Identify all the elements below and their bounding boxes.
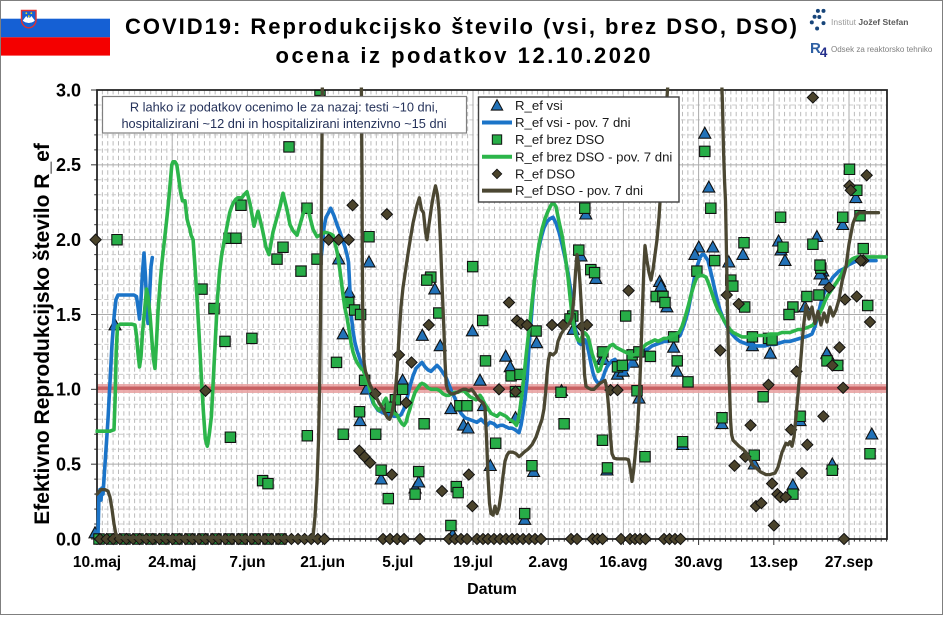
svg-text:5.jul: 5.jul — [382, 554, 413, 571]
svg-text:0.5: 0.5 — [56, 455, 81, 475]
svg-text:R4: R4 — [810, 40, 828, 60]
svg-text:R_ef brez DSO - pov. 7 dni: R_ef brez DSO - pov. 7 dni — [515, 149, 672, 164]
svg-text:13.sep: 13.sep — [750, 554, 798, 571]
svg-text:2.0: 2.0 — [56, 230, 81, 250]
svg-text:Efektivno Reprodukcijsko števi: Efektivno Reprodukcijsko število R_ef — [31, 142, 54, 525]
svg-text:Datum: Datum — [467, 581, 517, 598]
svg-text:R_ef DSO: R_ef DSO — [515, 166, 575, 181]
svg-text:10.maj: 10.maj — [73, 554, 121, 571]
svg-text:19.jul: 19.jul — [453, 554, 493, 571]
svg-text:2.avg: 2.avg — [528, 554, 568, 571]
svg-text:0.0: 0.0 — [56, 529, 81, 549]
svg-text:2.5: 2.5 — [56, 155, 81, 175]
svg-text:3.0: 3.0 — [56, 80, 81, 100]
svg-text:R_ef vsi - pov. 7 dni: R_ef vsi - pov. 7 dni — [515, 115, 631, 130]
svg-text:Institut Jožef Stefan: Institut Jožef Stefan — [831, 17, 908, 27]
svg-text:7.jun: 7.jun — [229, 554, 265, 571]
svg-text:30.avg: 30.avg — [674, 554, 722, 571]
svg-text:hospitalizirani ~12 dni in hos: hospitalizirani ~12 dni in hospitalizira… — [121, 116, 446, 131]
svg-text:1.5: 1.5 — [56, 305, 81, 325]
svg-text:R_ef vsi: R_ef vsi — [515, 98, 563, 113]
svg-text:R_ef DSO - pov. 7 dni: R_ef DSO - pov. 7 dni — [515, 183, 643, 198]
svg-text:1.0: 1.0 — [56, 380, 81, 400]
svg-text:16.avg: 16.avg — [599, 554, 647, 571]
svg-text:24.maj: 24.maj — [148, 554, 196, 571]
svg-text:21.jun: 21.jun — [300, 554, 345, 571]
svg-text:R lahko iz podatkov ocenimo le: R lahko iz podatkov ocenimo le za nazaj:… — [130, 100, 438, 115]
svg-text:27.sep: 27.sep — [825, 554, 873, 571]
svg-text:R_ef brez DSO: R_ef brez DSO — [515, 132, 604, 147]
svg-text:ocena iz podatkov 12.10.2020: ocena iz podatkov 12.10.2020 — [276, 43, 651, 68]
svg-text:COVID19: Reprodukcijsko števil: COVID19: Reprodukcijsko število (vsi, br… — [125, 14, 797, 39]
svg-text:Odsek za reaktorsko tehniko: Odsek za reaktorsko tehniko — [831, 45, 933, 54]
